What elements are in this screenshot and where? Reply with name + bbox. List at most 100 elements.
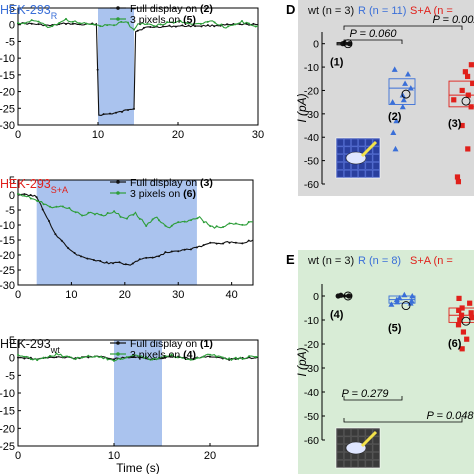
illustration-pixel <box>343 162 351 170</box>
data-point <box>115 111 117 114</box>
data-point <box>190 219 193 222</box>
data-point <box>133 107 135 110</box>
y-tick-label: -20 <box>304 85 319 97</box>
data-point <box>196 356 199 359</box>
data-point <box>248 355 251 358</box>
y-tick-label: -15 <box>0 70 15 82</box>
data-point <box>35 196 38 199</box>
legend-marker <box>116 341 120 345</box>
y-tick-label: 0 <box>9 190 15 202</box>
data-point <box>234 241 237 244</box>
data-point <box>81 214 84 217</box>
y-tick-label: -40 <box>304 132 319 144</box>
legend-label: Full display on (3) <box>130 177 213 189</box>
data-point <box>166 21 169 24</box>
data-point <box>215 225 218 228</box>
data-point <box>151 256 154 259</box>
data-point <box>241 242 244 245</box>
box <box>388 78 416 105</box>
data-point <box>202 244 205 247</box>
illustration-pixel <box>358 459 366 468</box>
data-point <box>196 217 199 220</box>
data-point <box>241 358 244 361</box>
data-point <box>338 292 344 298</box>
data-point <box>92 259 95 262</box>
illustration-pixel <box>336 436 344 445</box>
data-point <box>457 317 463 323</box>
data-point <box>17 21 19 24</box>
data-point <box>402 80 409 86</box>
data-point <box>23 194 26 197</box>
data-point <box>455 179 462 185</box>
data-point <box>177 356 179 359</box>
data-point <box>157 357 160 360</box>
data-point <box>86 257 89 260</box>
y-tick-label: 5 <box>9 175 15 187</box>
data-point <box>222 242 225 245</box>
y-tick-label: -10 <box>304 62 319 74</box>
legend-marker <box>116 191 120 195</box>
data-point <box>29 358 32 361</box>
illustration-pixel <box>336 146 344 155</box>
y-tick-label: -30 <box>0 120 15 132</box>
illustration-pixel <box>372 428 380 437</box>
data-point <box>106 24 109 27</box>
data-point <box>74 211 77 214</box>
y-tick-label: -30 <box>304 363 319 375</box>
legend-marker <box>116 180 120 184</box>
data-point <box>47 219 50 222</box>
data-point <box>55 352 58 355</box>
y-tick-label: -60 <box>304 179 319 191</box>
data-point <box>162 25 165 28</box>
p-value-label: P = 0.279 <box>342 388 389 400</box>
representative-marker <box>343 291 353 301</box>
y-tick-label: -10 <box>0 388 15 400</box>
data-point <box>131 262 134 265</box>
data-point <box>100 213 103 216</box>
data-point <box>389 99 396 105</box>
x-tick-label: 0 <box>15 450 21 462</box>
data-point <box>71 22 74 25</box>
representative-marker <box>461 96 471 106</box>
p-value-label: P = 0.048 <box>427 410 474 422</box>
series-line-full <box>17 22 259 116</box>
y-tick-label: -25 <box>0 103 15 115</box>
representative-marker <box>461 316 471 326</box>
data-point <box>112 262 115 265</box>
x-axis-label: Time (s) <box>116 461 160 474</box>
data-point <box>164 356 167 359</box>
illustration-pixel <box>343 459 351 468</box>
illustration-pixel <box>372 452 380 460</box>
illustration-pixel <box>372 444 380 452</box>
illustration-pixel <box>336 444 344 452</box>
data-point <box>23 355 26 358</box>
cell-type-title: HEK-293wt <box>0 337 60 355</box>
data-point <box>113 359 115 362</box>
y-tick-label: -25 <box>0 441 15 453</box>
y-tick-label: 0 <box>9 353 15 365</box>
data-point <box>68 206 71 209</box>
data-point <box>393 117 400 124</box>
data-point <box>458 312 465 318</box>
y-tick-label: -20 <box>0 250 15 262</box>
data-point <box>17 353 19 356</box>
group-header: wt (n = 3) <box>307 255 354 267</box>
data-point <box>252 22 255 25</box>
representative-marker <box>401 301 411 311</box>
illustration-pixel <box>372 436 380 445</box>
x-tick-label: 0 <box>15 289 21 301</box>
significance-bracket <box>343 418 463 423</box>
illustration-pixel <box>365 459 373 468</box>
data-point <box>465 92 471 98</box>
data-point <box>399 92 406 98</box>
data-point <box>462 69 468 75</box>
data-point <box>209 225 212 228</box>
data-point <box>55 205 58 208</box>
y-tick-label: -60 <box>304 435 319 447</box>
illustration-pixel <box>336 162 344 170</box>
y-tick-label: -40 <box>304 387 319 399</box>
p-value-label: P = 0.060 <box>350 28 398 40</box>
data-point <box>183 220 186 223</box>
